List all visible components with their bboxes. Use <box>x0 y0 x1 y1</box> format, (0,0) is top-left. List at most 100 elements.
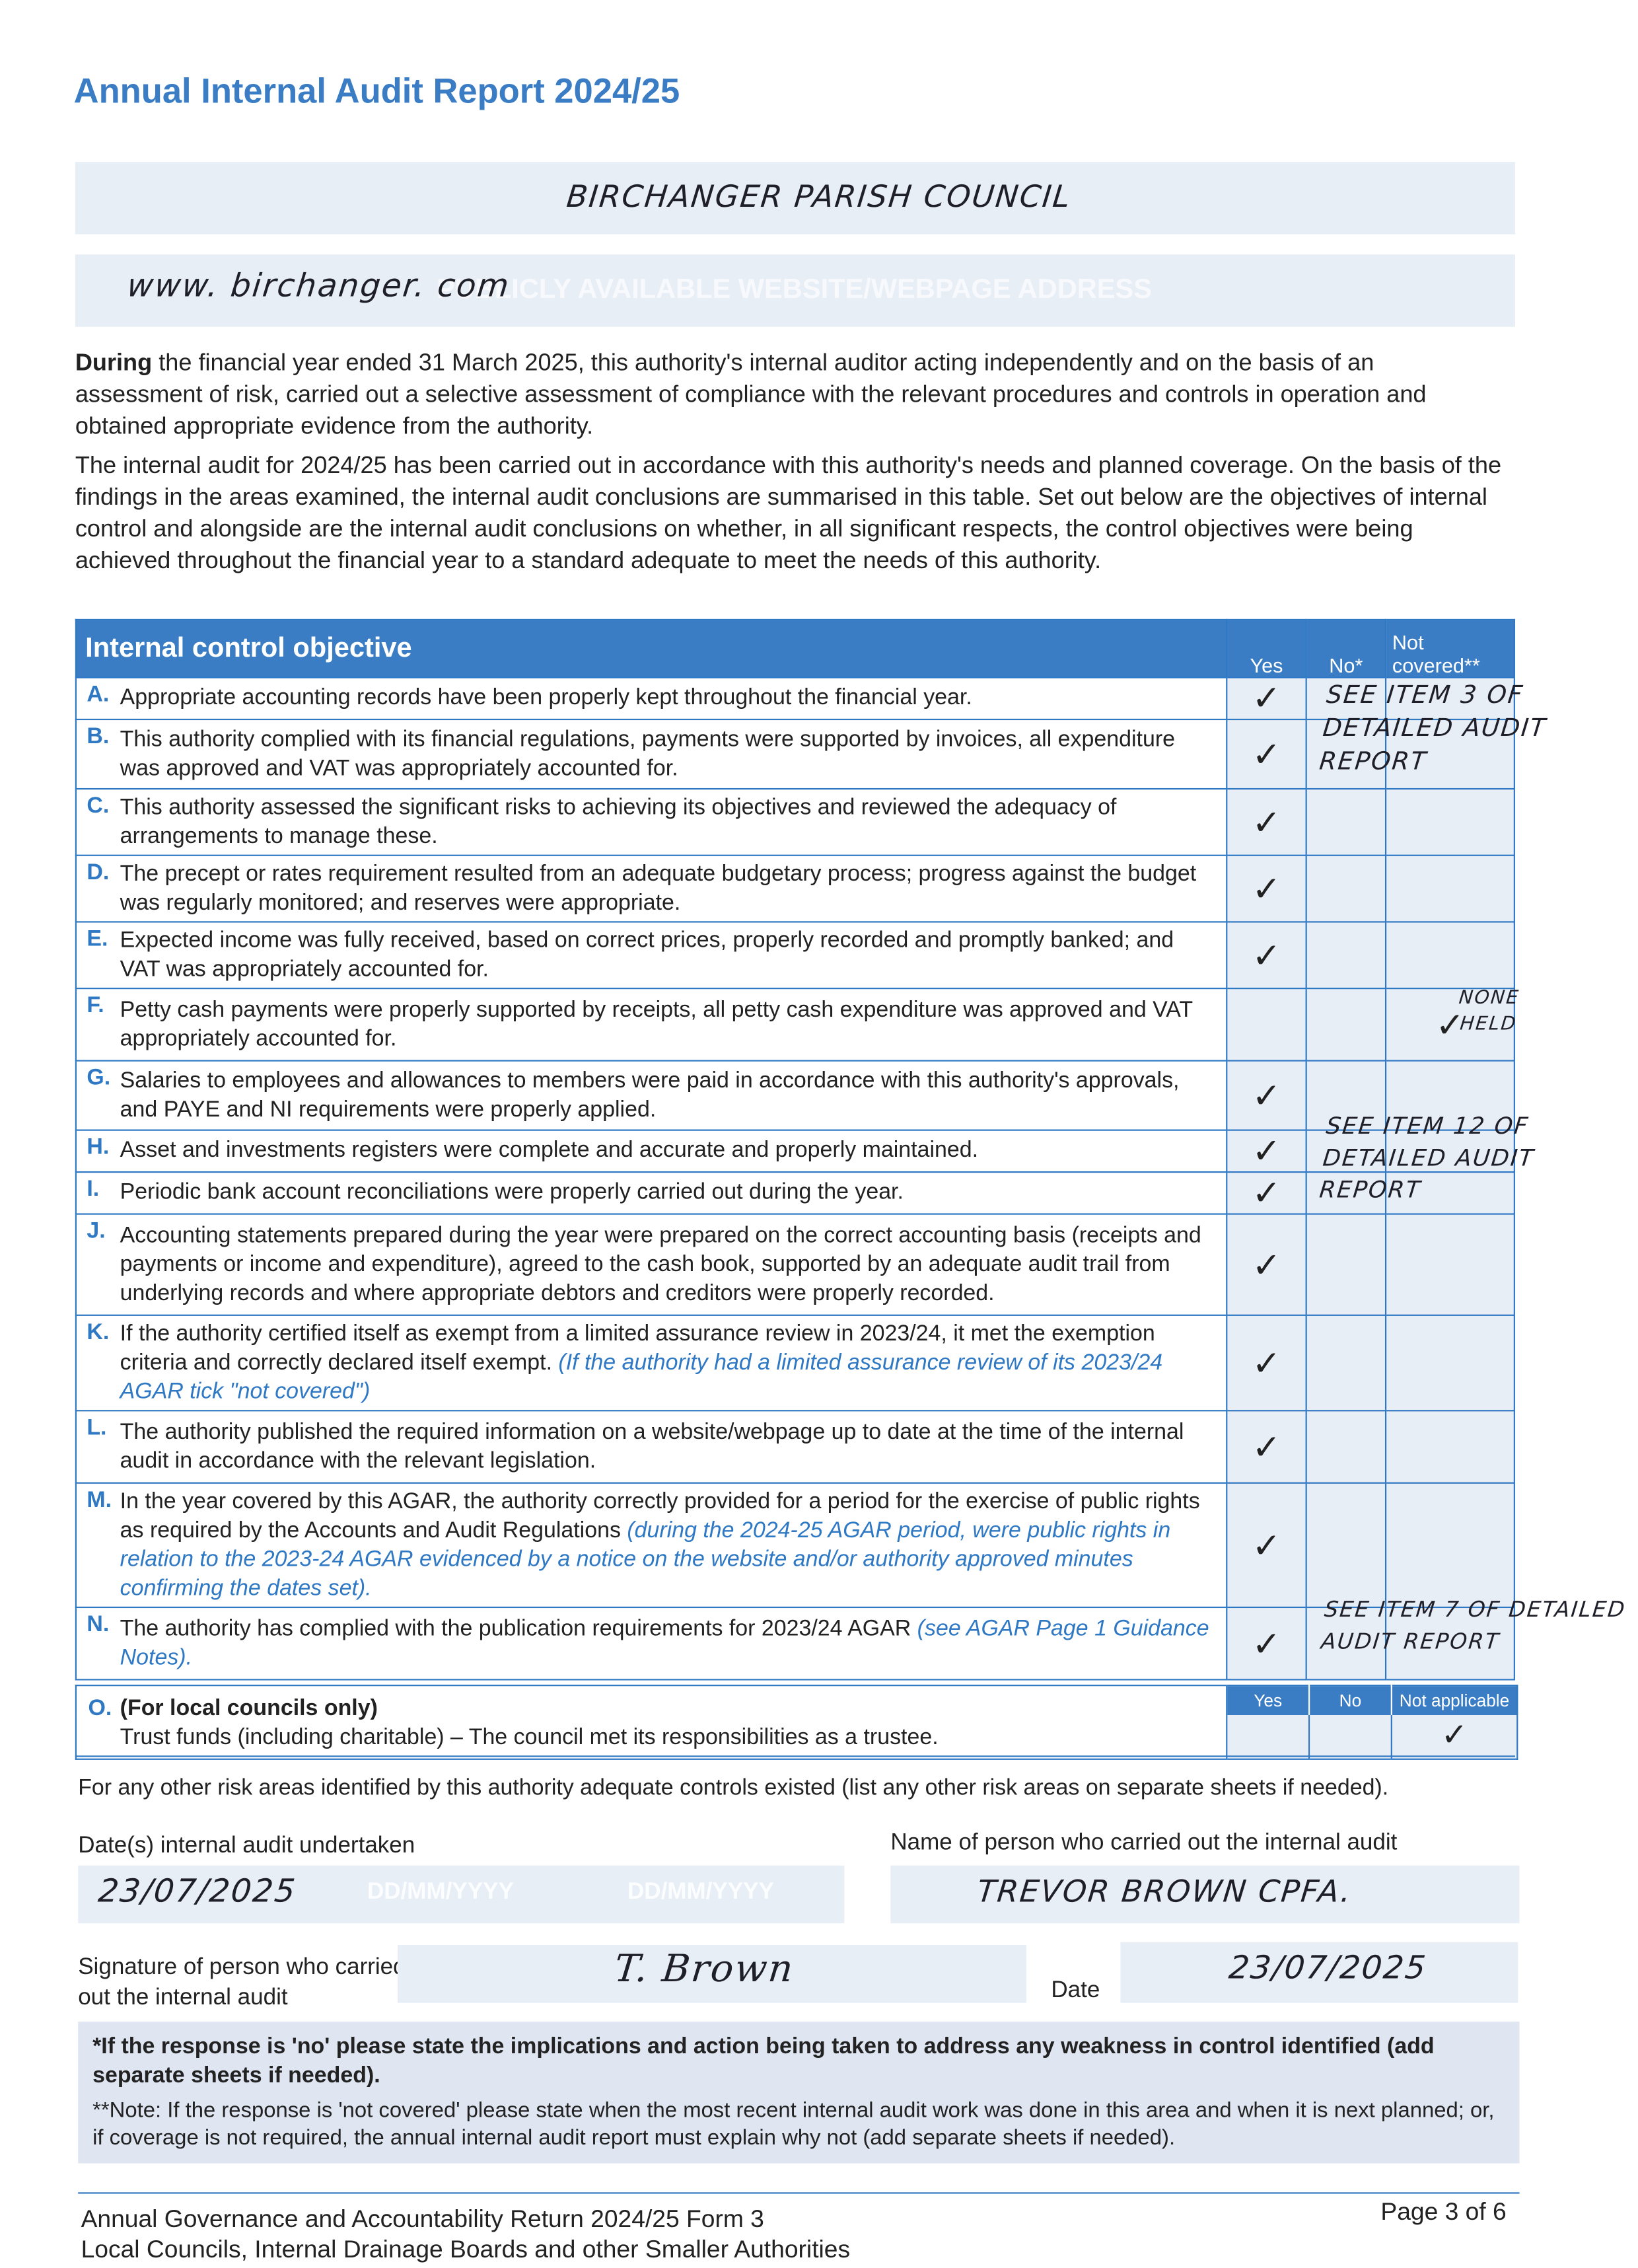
objective-text: This authority assessed the significant … <box>120 794 1117 848</box>
footer-line-1: Annual Governance and Accountability Ret… <box>81 2205 764 2233</box>
answer-no-cell[interactable] <box>1305 787 1387 856</box>
table-row: K. If the authority certified itself as e… <box>75 1314 1515 1412</box>
authority-name-field: BIRCHANGER PARISH COUNCIL <box>75 162 1515 235</box>
objective-cell: G. Salaries to employees and allowances t… <box>75 1060 1228 1131</box>
website-handwritten: www. birchanger. com <box>125 269 512 305</box>
table-row: E. Expected income was fully received, ba… <box>75 921 1515 990</box>
objective-cell: J. Accounting statements prepared during … <box>75 1213 1228 1316</box>
row-o-na-cell[interactable]: ✓ <box>1390 1714 1518 1759</box>
table-row: I. Periodic bank account reconciliations … <box>75 1171 1515 1215</box>
answer-yes-cell[interactable]: ✓ <box>1226 921 1307 990</box>
answer-yes-cell[interactable]: ✓ <box>1226 1060 1307 1131</box>
objective-text: If the authority certified itself as exe… <box>120 1321 1155 1375</box>
row-o-table: O. (For local councils only) Trust funds… <box>75 1685 1518 1760</box>
answer-yes-cell[interactable] <box>1226 988 1307 1062</box>
row-letter: K. <box>87 1320 110 1345</box>
header-not-covered: Not covered** <box>1384 618 1515 678</box>
answer-yes-cell[interactable]: ✓ <box>1226 677 1307 721</box>
answer-not-covered-cell[interactable] <box>1384 1410 1515 1484</box>
intro-paragraph-2: The internal audit for 2024/25 has been … <box>75 453 1502 574</box>
row-o-yes-cell[interactable] <box>1226 1714 1310 1759</box>
answer-no-cell[interactable] <box>1305 988 1387 1062</box>
row-o-letter: O. <box>88 1696 112 1721</box>
other-risks-text: For any other risk areas identified by t… <box>78 1775 1389 1801</box>
answer-no-cell[interactable] <box>1305 1171 1387 1215</box>
answer-no-cell[interactable] <box>1305 1213 1387 1316</box>
answer-not-covered-cell[interactable] <box>1384 1060 1515 1131</box>
answer-no-cell[interactable] <box>1305 1482 1387 1609</box>
intro-text: the financial year ended 31 March 2025, … <box>75 349 1427 440</box>
answer-yes-cell[interactable]: ✓ <box>1226 1606 1307 1681</box>
annotation-item-f: NONE HELD <box>1458 988 1521 1036</box>
objective-cell: F. Petty cash payments were properly supp… <box>75 988 1228 1062</box>
intro-lead: During <box>75 349 153 377</box>
objective-cell: E. Expected income was fully received, ba… <box>75 921 1228 990</box>
answer-not-covered-cell[interactable] <box>1384 1213 1515 1316</box>
answer-not-covered-cell[interactable] <box>1384 854 1515 923</box>
table-row: L. The authority published the required i… <box>75 1410 1515 1484</box>
table-row: N. The authority has complied with the pu… <box>75 1606 1515 1681</box>
note-no: *If the response is 'no' please state th… <box>92 2034 1435 2088</box>
row-letter: D. <box>87 860 110 885</box>
row-letter: F. <box>87 993 104 1018</box>
signature-field: T. Brown <box>397 1945 1027 2003</box>
answer-not-covered-cell[interactable]: ✓ <box>1384 988 1515 1062</box>
objective-text: The authority has complied with the publ… <box>120 1616 917 1641</box>
answer-no-cell[interactable] <box>1305 677 1387 721</box>
answer-not-covered-cell[interactable] <box>1384 1606 1515 1681</box>
divider <box>75 1755 1515 1757</box>
table-row: J. Accounting statements prepared during … <box>75 1213 1515 1316</box>
answer-yes-cell[interactable]: ✓ <box>1226 1410 1307 1484</box>
answer-not-covered-cell[interactable] <box>1384 921 1515 990</box>
website-field: PUBLICLY AVAILABLE WEBSITE/WEBPAGE ADDRE… <box>75 254 1515 327</box>
answer-not-covered-cell[interactable] <box>1384 1129 1515 1173</box>
table-row: C. This authority assessed the significan… <box>75 787 1515 856</box>
answer-no-cell[interactable] <box>1305 921 1387 990</box>
answer-no-cell[interactable] <box>1305 854 1387 923</box>
annotation-item-n: SEE ITEM 7 OF DETAILED AUDIT REPORT <box>1320 1596 1627 1655</box>
row-letter: J. <box>87 1219 106 1244</box>
objective-note: (see AGAR Page 1 Guidance Notes). <box>120 1616 1209 1670</box>
answer-not-covered-cell[interactable] <box>1384 1314 1515 1412</box>
objective-cell: L. The authority published the required i… <box>75 1410 1228 1484</box>
answer-no-cell[interactable] <box>1305 1314 1387 1412</box>
answer-no-cell[interactable] <box>1305 1129 1387 1173</box>
objective-text: Expected income was fully received, base… <box>120 928 1174 982</box>
answer-no-cell[interactable] <box>1305 1410 1387 1484</box>
header-yes: Yes <box>1226 618 1307 678</box>
answer-not-covered-cell[interactable] <box>1384 718 1515 790</box>
answer-yes-cell[interactable]: ✓ <box>1226 1129 1307 1173</box>
answer-yes-cell[interactable]: ✓ <box>1226 1314 1307 1412</box>
answer-no-cell[interactable] <box>1305 1606 1387 1681</box>
name-handwritten: TREVOR BROWN CPFA. <box>975 1874 1354 1909</box>
answer-yes-cell[interactable]: ✓ <box>1226 718 1307 790</box>
answer-yes-cell[interactable]: ✓ <box>1226 1213 1307 1316</box>
answer-yes-cell[interactable]: ✓ <box>1226 1171 1307 1215</box>
row-o-no-cell[interactable] <box>1308 1714 1392 1759</box>
answer-not-covered-cell[interactable] <box>1384 677 1515 721</box>
objective-text: Accounting statements prepared during th… <box>120 1222 1201 1305</box>
objective-text: Asset and investments registers were com… <box>120 1138 979 1163</box>
note-not-covered: **Note: If the response is 'not covered'… <box>92 2098 1495 2150</box>
objective-note: (during the 2024-25 AGAR period, were pu… <box>120 1518 1171 1601</box>
row-letter: C. <box>87 793 110 819</box>
answer-no-cell[interactable] <box>1305 718 1387 790</box>
answer-not-covered-cell[interactable] <box>1384 1171 1515 1215</box>
row-o-header-no: No <box>1308 1685 1392 1715</box>
name-field: TREVOR BROWN CPFA. <box>890 1865 1520 1924</box>
intro-paragraph-1: During the financial year ended 31 March… <box>75 347 1507 442</box>
objective-text: This authority complied with its financi… <box>120 726 1175 780</box>
row-o-bold: (For local councils only) <box>120 1696 378 1721</box>
table-row: B. This authority complied with its finan… <box>75 718 1515 790</box>
row-o-header-na: Not applicable <box>1390 1685 1518 1715</box>
answer-yes-cell[interactable]: ✓ <box>1226 1482 1307 1609</box>
objective-cell: I. Periodic bank account reconciliations … <box>75 1171 1228 1215</box>
answer-yes-cell[interactable]: ✓ <box>1226 787 1307 856</box>
answer-no-cell[interactable] <box>1305 1060 1387 1131</box>
answer-not-covered-cell[interactable] <box>1384 1482 1515 1609</box>
answer-yes-cell[interactable]: ✓ <box>1226 854 1307 923</box>
objective-cell: A. Appropriate accounting records have be… <box>75 677 1228 721</box>
date-placeholder-1: DD/MM/YYYY <box>367 1880 514 1905</box>
sign-date-handwritten: 23/07/2025 <box>1227 1950 1429 1987</box>
answer-not-covered-cell[interactable] <box>1384 787 1515 856</box>
